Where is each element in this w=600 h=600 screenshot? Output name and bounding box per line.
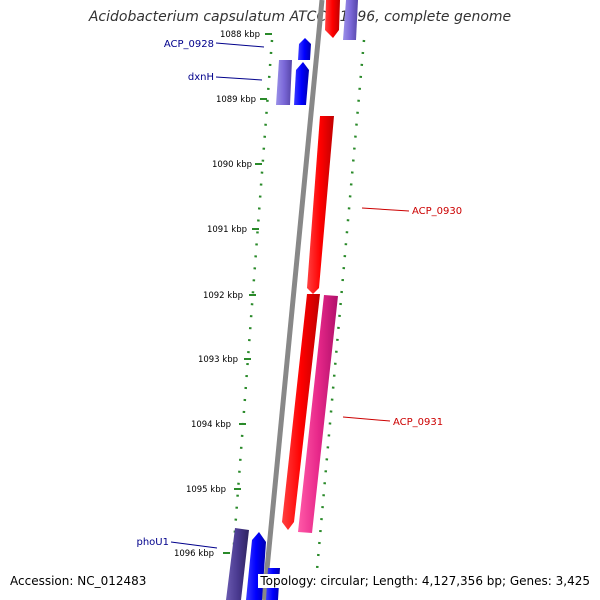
tick-label: 1089 kbp bbox=[216, 95, 256, 105]
label-leader-acp0930 bbox=[361, 207, 410, 212]
genome-summary-text: Topology: circular; Length: 4,127,356 bp… bbox=[258, 574, 592, 588]
tick-label: 1093 kbp bbox=[198, 355, 238, 365]
tick-label: 1094 kbp bbox=[191, 420, 231, 430]
gene-label-acp0928[interactable]: ACP_0928 bbox=[164, 39, 214, 50]
label-leader-dxnH bbox=[215, 76, 263, 81]
tick-label: 1096 kbp bbox=[174, 549, 214, 559]
gene-label-dxnH[interactable]: dxnH bbox=[188, 72, 214, 83]
label-leader-phoU1 bbox=[170, 541, 218, 549]
gene-feature-purple[interactable] bbox=[343, 0, 358, 40]
gene-feature-acp0931-cds[interactable] bbox=[282, 294, 320, 530]
tick-label: 1090 kbp bbox=[212, 160, 252, 170]
gene-label-phoU1[interactable]: phoU1 bbox=[137, 537, 170, 548]
gene-feature-acp0928[interactable] bbox=[298, 38, 311, 60]
accession-text: Accession: NC_012483 bbox=[8, 574, 149, 588]
tick-label: 1092 kbp bbox=[203, 291, 243, 301]
label-leader-acp0931 bbox=[342, 416, 391, 422]
gene-label-acp0931[interactable]: ACP_0931 bbox=[393, 417, 443, 428]
tick-label: 1088 kbp bbox=[220, 30, 260, 40]
gene-feature-dxnH[interactable] bbox=[276, 60, 292, 105]
tick-label: 1091 kbp bbox=[207, 225, 247, 235]
gene-feature-acp0931[interactable] bbox=[298, 295, 338, 533]
gene-label-acp0930[interactable]: ACP_0930 bbox=[412, 206, 462, 217]
gene-feature-dxnH-cds[interactable] bbox=[294, 62, 309, 105]
gene-feature-reverse[interactable] bbox=[325, 0, 340, 38]
map-title: Acidobacterium capsulatum ATCC 51196, co… bbox=[88, 9, 512, 25]
gc-content-ring-inner bbox=[230, 39, 274, 571]
gene-feature-phoU1[interactable] bbox=[226, 528, 249, 600]
label-leader-acp0928 bbox=[215, 42, 265, 48]
tick-marks bbox=[223, 33, 272, 554]
genome-backbone bbox=[261, 0, 325, 600]
tick-label: 1095 kbp bbox=[186, 485, 226, 495]
gene-feature-acp0930[interactable] bbox=[307, 116, 334, 294]
